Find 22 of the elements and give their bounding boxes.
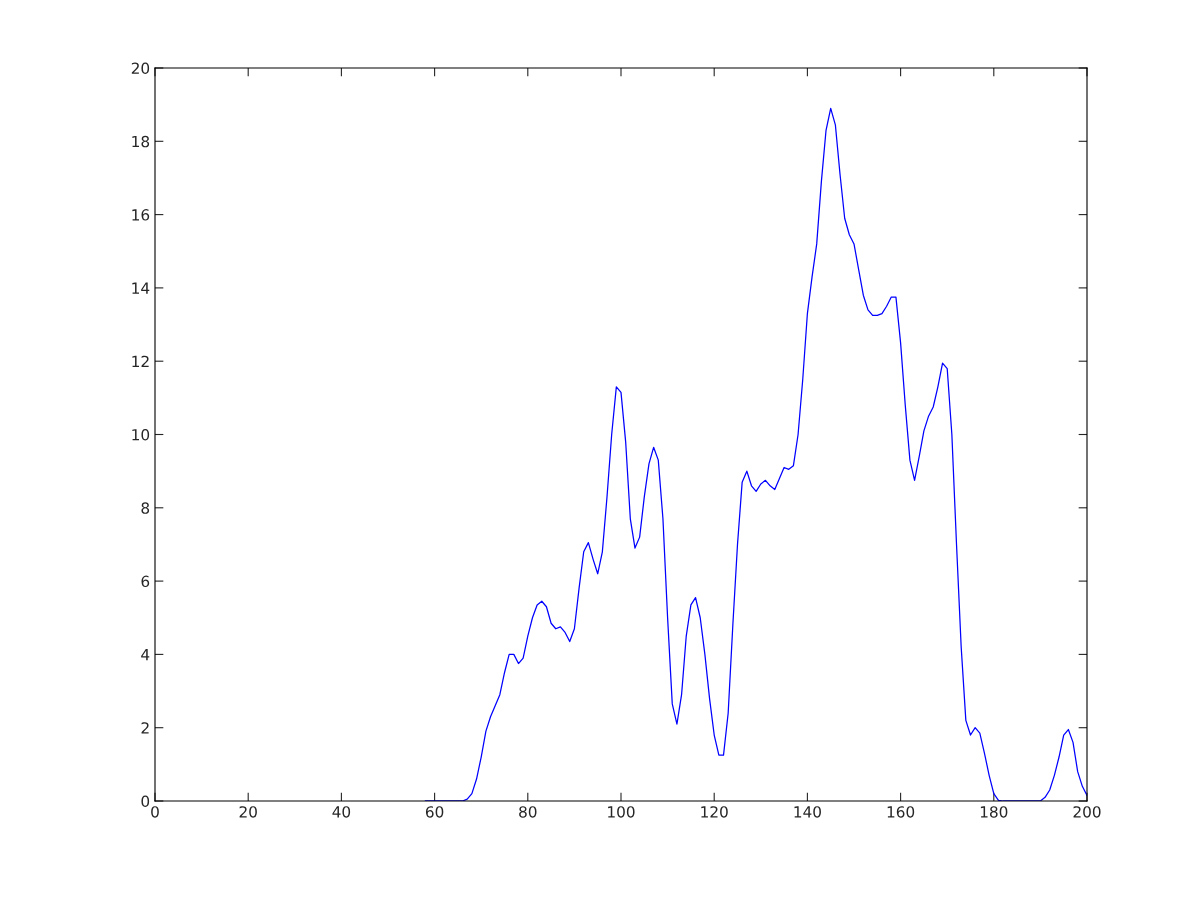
x-tick-label: 200 bbox=[1073, 806, 1101, 818]
y-tick-label: 18 bbox=[132, 135, 150, 148]
x-tick-label: 180 bbox=[980, 806, 1008, 818]
x-tick-label: 80 bbox=[519, 806, 537, 818]
x-tick-label: 160 bbox=[887, 806, 915, 818]
y-tick-label: 20 bbox=[131, 62, 150, 75]
x-tick-label: 0 bbox=[151, 806, 159, 818]
y-tick-label: 12 bbox=[132, 355, 149, 367]
y-tick-label: 6 bbox=[141, 575, 150, 588]
x-tick-label: 140 bbox=[794, 806, 821, 818]
y-tick-label: 14 bbox=[132, 282, 150, 294]
y-tick-label: 16 bbox=[132, 209, 150, 221]
y-tick-label: 4 bbox=[141, 649, 150, 661]
x-tick-label: 40 bbox=[332, 806, 351, 818]
x-tick-label: 20 bbox=[239, 806, 257, 818]
y-tick-label: 0 bbox=[141, 795, 150, 808]
x-tick-label: 100 bbox=[608, 806, 635, 818]
y-tick-label: 10 bbox=[132, 428, 150, 441]
x-tick-label: 60 bbox=[425, 806, 444, 818]
y-tick-label: 2 bbox=[141, 722, 149, 734]
x-tick-label: 120 bbox=[701, 806, 728, 818]
y-tick-label: 8 bbox=[141, 502, 150, 514]
